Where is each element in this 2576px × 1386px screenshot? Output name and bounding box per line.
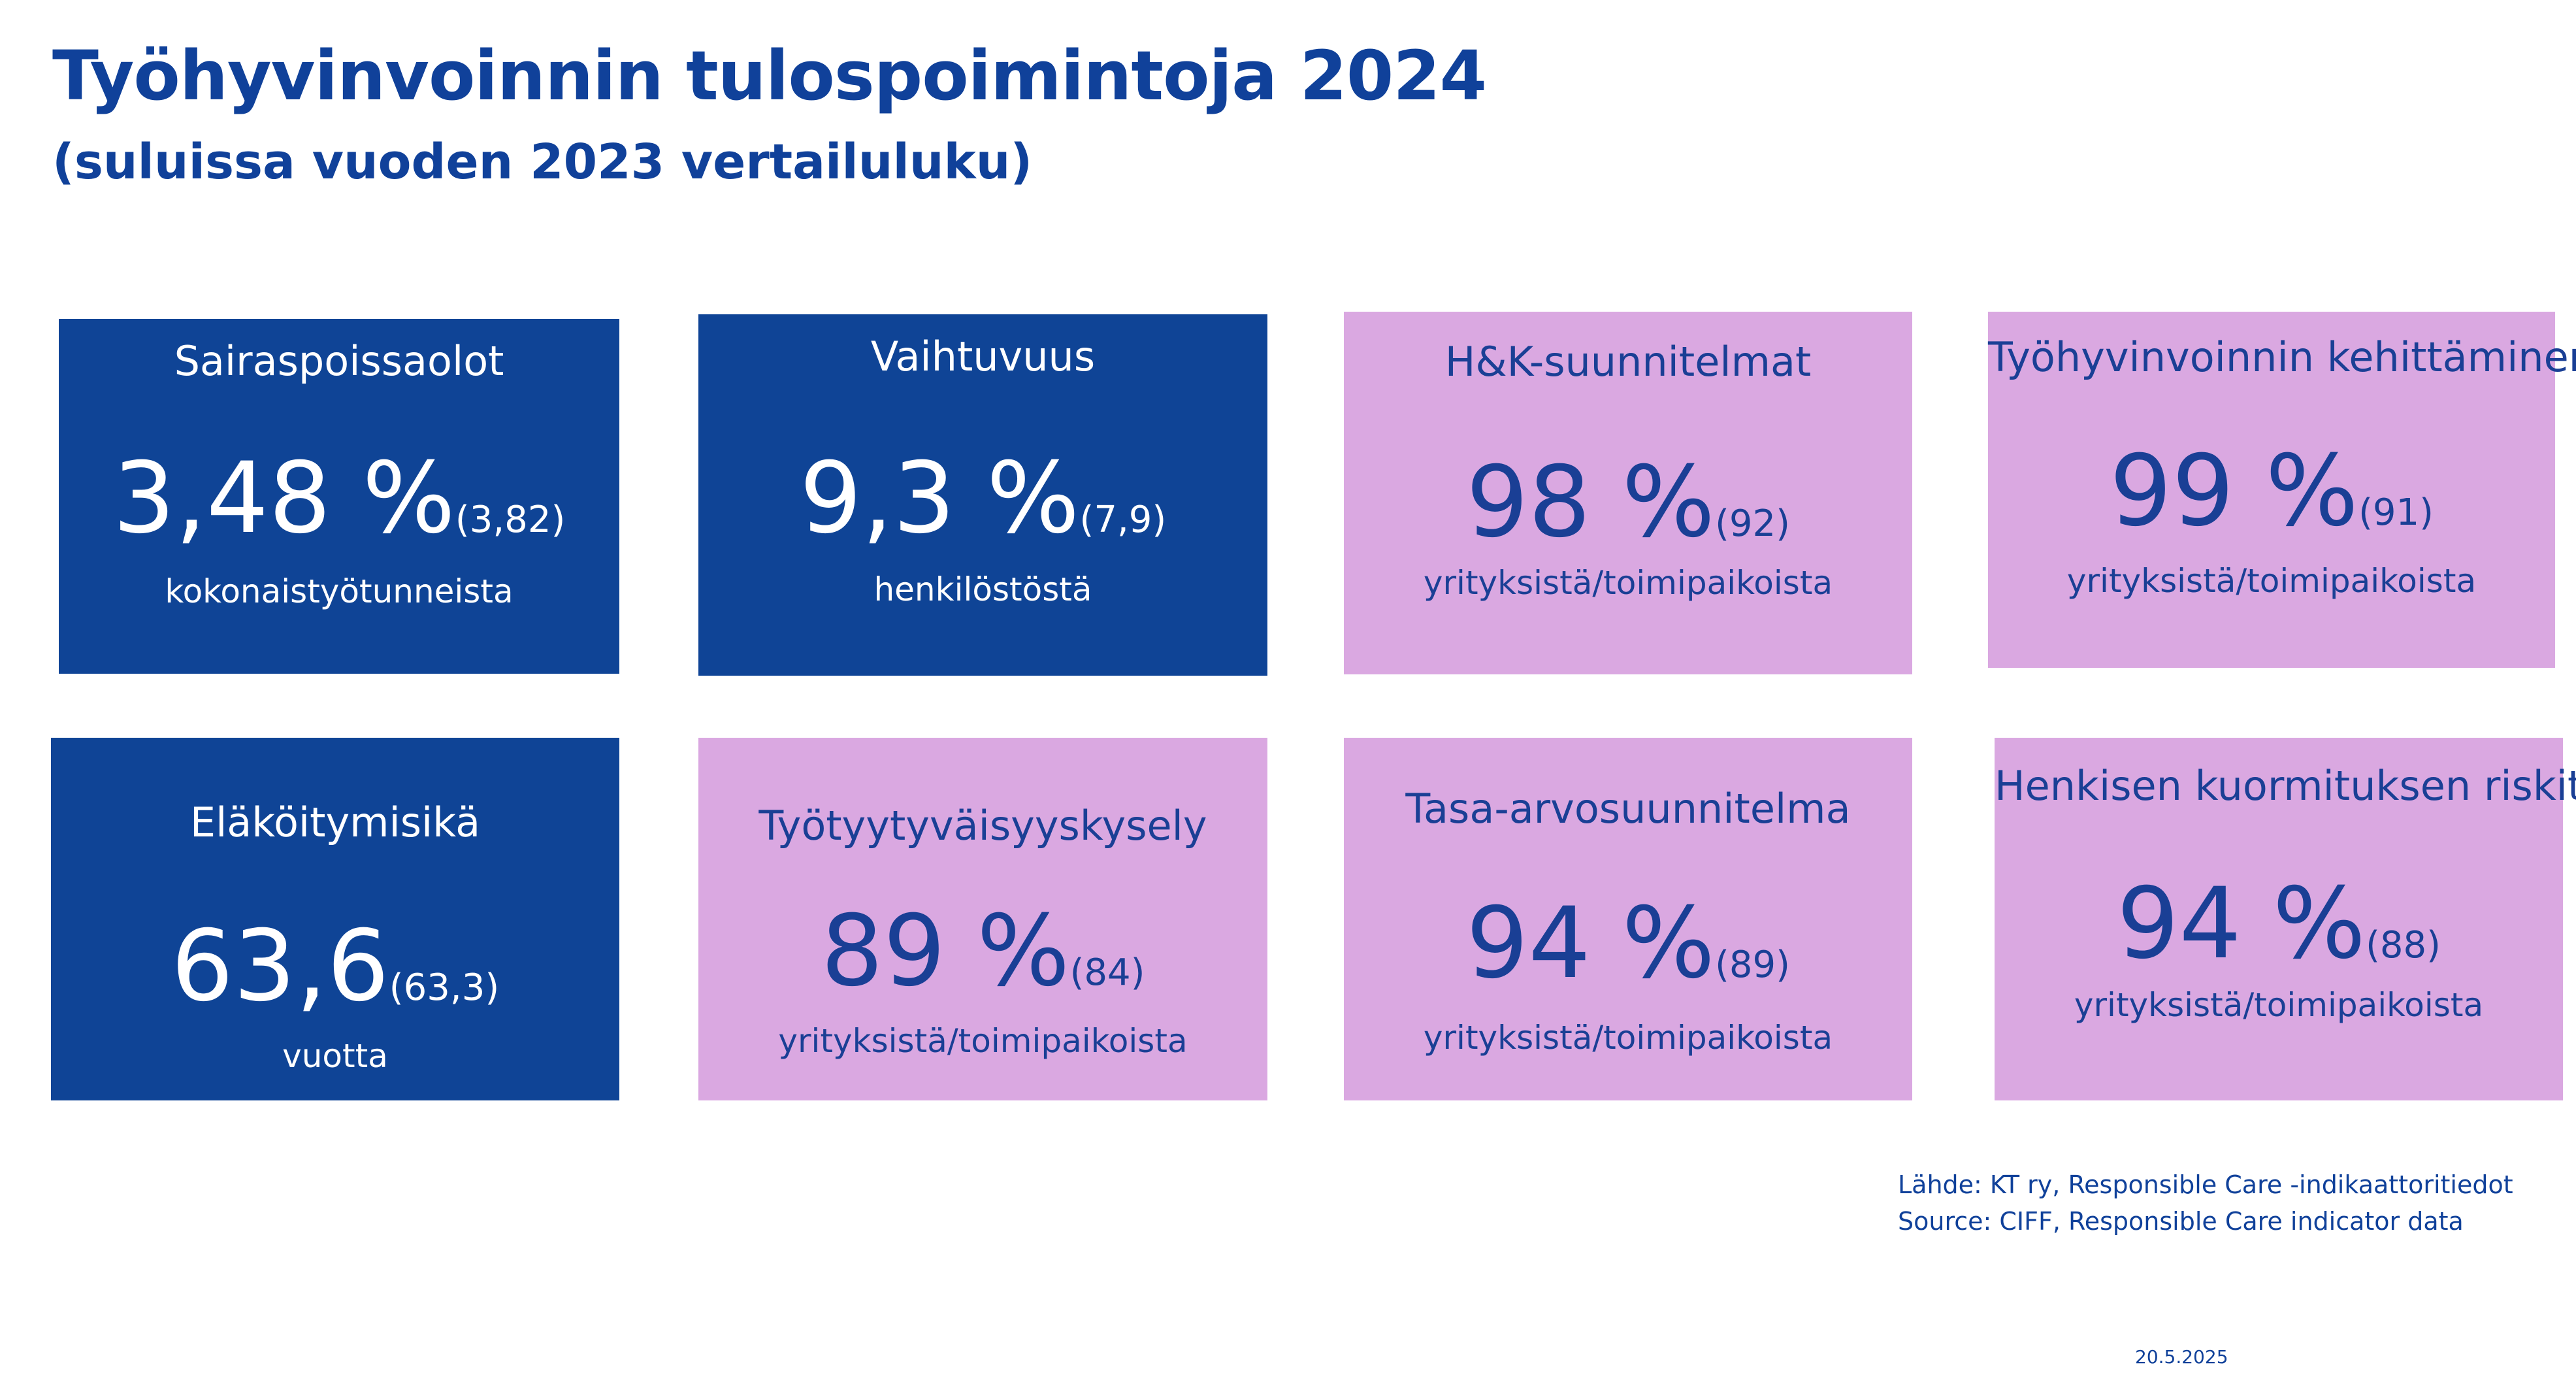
tile-value-number: 89 % — [821, 895, 1070, 1008]
tile-label: Henkisen kuormituksen riskit — [1995, 762, 2576, 810]
tile-unit: yrityksistä/toimipaikoista — [1423, 564, 1833, 602]
tile-label: H&K-suunnitelmat — [1444, 338, 1812, 386]
tile-unit: yrityksistä/toimipaikoista — [778, 1022, 1188, 1060]
source-line-fi: Lähde: KT ry, Responsible Care -indikaat… — [1898, 1170, 2513, 1199]
tile-value-comparison: (91) — [2358, 491, 2434, 534]
tile-tasa-arvosuunnitelma: Tasa-arvosuunnitelma 94 %(89) yrityksist… — [1344, 738, 1912, 1100]
tile-value: 9,3 %(7,9) — [698, 450, 1267, 548]
tile-value: 94 %(88) — [1995, 875, 2563, 973]
tile-value: 94 %(89) — [1344, 895, 1912, 993]
tile-elakoitymisika: Eläköitymisikä 63,6(63,3) vuotta — [51, 738, 619, 1100]
tile-tyohyvinvoinnin-kehittaminen: Työhyvinvoinnin kehittäminen 99 %(91) yr… — [1988, 312, 2576, 668]
tile-value-number: 94 % — [1465, 887, 1716, 1000]
tile-value-number: 63,6 — [171, 910, 389, 1023]
tile-vaihtuvuus: Vaihtuvuus 9,3 %(7,9) henkilöstöstä — [698, 314, 1267, 676]
tile-label: Työhyvinvoinnin kehittäminen — [1988, 333, 2576, 381]
tile-value-comparison: (63,3) — [389, 966, 500, 1009]
tile-value: 63,6(63,3) — [51, 917, 619, 1015]
tile-value: 98 %(92) — [1344, 454, 1912, 552]
tile-value-comparison: (7,9) — [1079, 499, 1167, 541]
tile-value-comparison: (92) — [1715, 503, 1791, 545]
tile-unit: henkilöstöstä — [873, 570, 1092, 608]
tile-sairaspoissaolot: Sairaspoissaolot 3,48 %(3,82) kokonaisty… — [59, 319, 619, 674]
tile-value-number: 9,3 % — [799, 442, 1080, 555]
tile-value-number: 94 % — [2116, 867, 2366, 981]
tile-value-comparison: (3,82) — [455, 499, 566, 541]
tile-value-number: 3,48 % — [112, 442, 455, 555]
tile-value: 89 %(84) — [698, 902, 1267, 1000]
page-title: Työhyvinvoinnin tulospoimintoja 2024 — [52, 36, 1487, 116]
tile-label: Tasa-arvosuunnitelma — [1405, 785, 1851, 833]
tile-value-comparison: (84) — [1069, 951, 1145, 994]
page-subtitle: (suluissa vuoden 2023 vertailuluku) — [52, 134, 1033, 190]
tile-value-number: 99 % — [2109, 435, 2359, 548]
tile-henkisen-kuormituksen-riskit: Henkisen kuormituksen riskit 94 %(88) yr… — [1995, 738, 2576, 1100]
source-line-en: Source: CIFF, Responsible Care indicator… — [1898, 1207, 2464, 1236]
tile-unit: yrityksistä/toimipaikoista — [2074, 986, 2484, 1024]
tile-label: Sairaspoissaolot — [174, 337, 504, 385]
tile-unit: vuotta — [282, 1037, 388, 1075]
tile-unit: yrityksistä/toimipaikoista — [2066, 562, 2477, 600]
date-label: 20.5.2025 — [2135, 1346, 2228, 1368]
tile-label: Työtyytyväisyyskysely — [758, 802, 1207, 850]
tile-value: 3,48 %(3,82) — [59, 450, 619, 548]
tile-unit: kokonaistyötunneista — [165, 572, 514, 610]
tile-value-comparison: (89) — [1715, 944, 1791, 986]
tile-unit: yrityksistä/toimipaikoista — [1423, 1019, 1833, 1057]
source-note: Lähde: KT ry, Responsible Care -indikaat… — [1898, 1166, 2513, 1240]
tile-hk-suunnitelmat: H&K-suunnitelmat 98 %(92) yrityksistä/to… — [1344, 312, 1912, 674]
tile-label: Eläköitymisikä — [189, 799, 481, 846]
tile-label: Vaihtuvuus — [870, 333, 1096, 380]
tile-value-number: 98 % — [1465, 446, 1716, 559]
tile-value-comparison: (88) — [2366, 924, 2441, 966]
tile-tyotyytyvaisyyskysely: Työtyytyväisyyskysely 89 %(84) yrityksis… — [698, 738, 1267, 1100]
tile-value: 99 %(91) — [1988, 442, 2555, 540]
